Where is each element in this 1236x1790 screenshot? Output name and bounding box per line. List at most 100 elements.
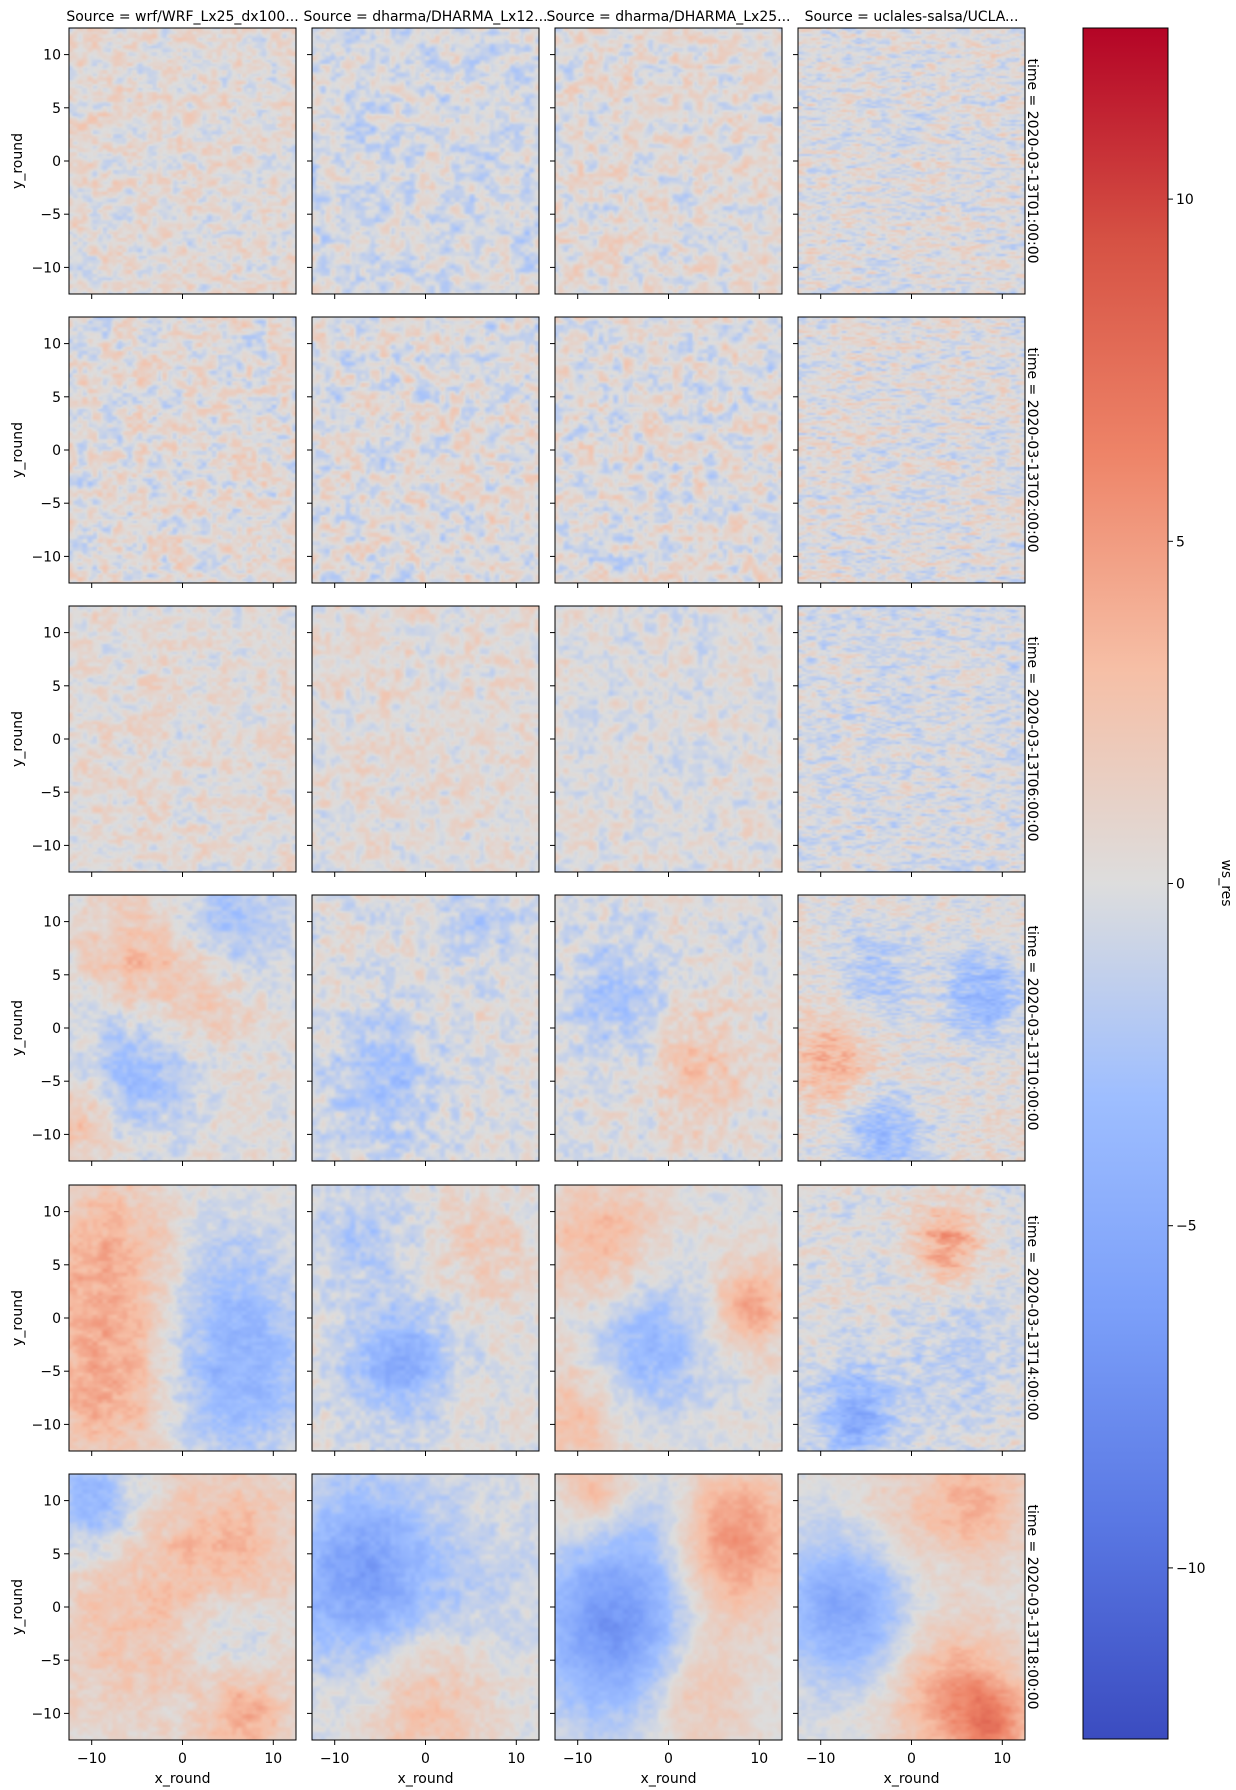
y-axis-label: y_round: [10, 1579, 26, 1635]
heatmap-image: [555, 895, 782, 1161]
y-tick-label: 0: [52, 1600, 61, 1616]
panel-grid: −10 −5 0 5 10 y_round −10 −5 0 5 10 y_round −10 −5 0 5 1…: [10, 27, 1026, 1787]
y-tick-label: −5: [40, 785, 61, 801]
heatmap-panel-r5-c4: [793, 1184, 1026, 1456]
y-tick-label: 0: [52, 154, 61, 170]
colorbar: −10 −5 0 5 10 ws_res: [1082, 27, 1234, 1740]
heatmap-image: [798, 1185, 1025, 1451]
row-title: time = 2020-03-13T10:00:00: [1024, 925, 1040, 1130]
x-tick-label: 0: [178, 1751, 187, 1767]
heatmap-image: [69, 895, 296, 1161]
heatmap-image: [798, 1474, 1025, 1740]
y-axis-label: y_round: [10, 711, 26, 767]
y-tick-label: −10: [31, 549, 61, 565]
heatmap-image: [555, 317, 782, 583]
heatmap-image: [555, 28, 782, 294]
y-tick-label: 5: [52, 101, 61, 117]
heatmap-panel-r3-c4: [793, 605, 1026, 877]
column-title: Source = uclales-salsa/UCLA...: [805, 9, 1019, 25]
x-tick-label: 10: [264, 1751, 282, 1767]
y-axis-label: y_round: [10, 1290, 26, 1346]
heatmap-panel-r5-c2: [307, 1184, 540, 1456]
heatmap-image: [69, 606, 296, 872]
heatmap-panel-r5-c1: −10 −5 0 5 10 y_round: [10, 1184, 297, 1456]
row-title: time = 2020-03-13T01:00:00: [1024, 58, 1040, 263]
column-title: Source = dharma/DHARMA_Lx12...: [303, 9, 547, 25]
heatmap-image: [312, 28, 539, 294]
heatmap-image: [798, 317, 1025, 583]
y-tick-label: 0: [52, 443, 61, 459]
row-title: time = 2020-03-13T06:00:00: [1024, 636, 1040, 841]
y-tick-label: 0: [52, 1311, 61, 1327]
colorbar-gradient: [1082, 27, 1169, 1740]
heatmap-panel-r6-c1: −10 −5 0 5 10 −10 0 10 y_round x_round: [10, 1473, 297, 1787]
colorbar-label: ws_res: [1218, 859, 1234, 906]
y-tick-label: 10: [43, 1205, 61, 1221]
heatmap-image: [69, 28, 296, 294]
heatmap-image: [312, 606, 539, 872]
heatmap-panel-r6-c4: −10 0 10 x_round: [793, 1473, 1026, 1787]
column-title: Source = wrf/WRF_Lx25_dx100...: [66, 9, 298, 25]
heatmap-panel-r2-c3: [550, 316, 783, 588]
colorbar-tick-label: −10: [1176, 1561, 1206, 1577]
heatmap-panel-r4-c2: [307, 894, 540, 1166]
x-tick-label: 0: [421, 1751, 430, 1767]
y-tick-label: 10: [43, 337, 61, 353]
heatmap-panel-r1-c3: [550, 27, 783, 299]
heatmap-image: [312, 1185, 539, 1451]
x-tick-label: −10: [77, 1751, 107, 1767]
y-tick-label: 10: [43, 915, 61, 931]
colorbar-tick-label: 10: [1176, 192, 1194, 208]
heatmap-panel-r3-c3: [550, 605, 783, 877]
column-title: Source = dharma/DHARMA_Lx25...: [546, 9, 790, 25]
heatmap-panel-r2-c4: [793, 316, 1026, 588]
heatmap-image: [798, 28, 1025, 294]
y-tick-label: 0: [52, 732, 61, 748]
y-tick-label: −10: [31, 1417, 61, 1433]
x-tick-label: −10: [806, 1751, 836, 1767]
y-tick-label: 10: [43, 1494, 61, 1510]
heatmap-panel-r6-c2: −10 0 10 x_round: [307, 1473, 540, 1787]
y-axis-label: y_round: [10, 1000, 26, 1056]
y-tick-label: −10: [31, 1706, 61, 1722]
y-axis-label: y_round: [10, 133, 26, 189]
heatmap-panel-r3-c1: −10 −5 0 5 10 y_round: [10, 605, 297, 877]
heatmap-image: [312, 895, 539, 1161]
heatmap-panel-r3-c2: [307, 605, 540, 877]
heatmap-image: [798, 606, 1025, 872]
row-title: time = 2020-03-13T14:00:00: [1024, 1215, 1040, 1420]
heatmap-image: [555, 1185, 782, 1451]
y-tick-label: −10: [31, 1127, 61, 1143]
x-tick-label: −10: [563, 1751, 593, 1767]
heatmap-panel-r4-c3: [550, 894, 783, 1166]
y-tick-label: 5: [52, 1547, 61, 1563]
heatmap-image: [555, 606, 782, 872]
x-axis-label: x_round: [155, 1771, 211, 1787]
y-axis-label: y_round: [10, 422, 26, 478]
heatmap-panel-r4-c1: −10 −5 0 5 10 y_round: [10, 894, 297, 1166]
column-titles: Source = wrf/WRF_Lx25_dx100... Source = d…: [66, 9, 1018, 25]
colorbar-tick-label: 5: [1176, 534, 1185, 550]
heatmap-image: [69, 1474, 296, 1740]
colorbar-ticks: −10 −5 0 5 10: [1168, 192, 1206, 1577]
heatmap-image: [312, 1474, 539, 1740]
y-tick-label: −5: [40, 207, 61, 223]
heatmap-panel-r6-c3: −10 0 10 x_round: [550, 1473, 783, 1787]
heatmap-panel-r1-c2: [307, 27, 540, 299]
x-tick-label: 10: [750, 1751, 768, 1767]
heatmap-image: [555, 1474, 782, 1740]
heatmap-panel-r1-c4: [793, 27, 1026, 299]
y-tick-label: 10: [43, 626, 61, 642]
heatmap-image: [69, 1185, 296, 1451]
x-axis-label: x_round: [398, 1771, 454, 1787]
row-title: time = 2020-03-13T18:00:00: [1024, 1504, 1040, 1709]
y-tick-label: −5: [40, 1653, 61, 1669]
row-title: time = 2020-03-13T02:00:00: [1024, 347, 1040, 552]
heatmap-panel-r2-c1: −10 −5 0 5 10 y_round: [10, 316, 297, 588]
heatmap-image: [798, 895, 1025, 1161]
colorbar-tick-label: −5: [1176, 1219, 1197, 1235]
y-tick-label: 5: [52, 968, 61, 984]
y-tick-label: 5: [52, 679, 61, 695]
heatmap-panel-r4-c4: [793, 894, 1026, 1166]
